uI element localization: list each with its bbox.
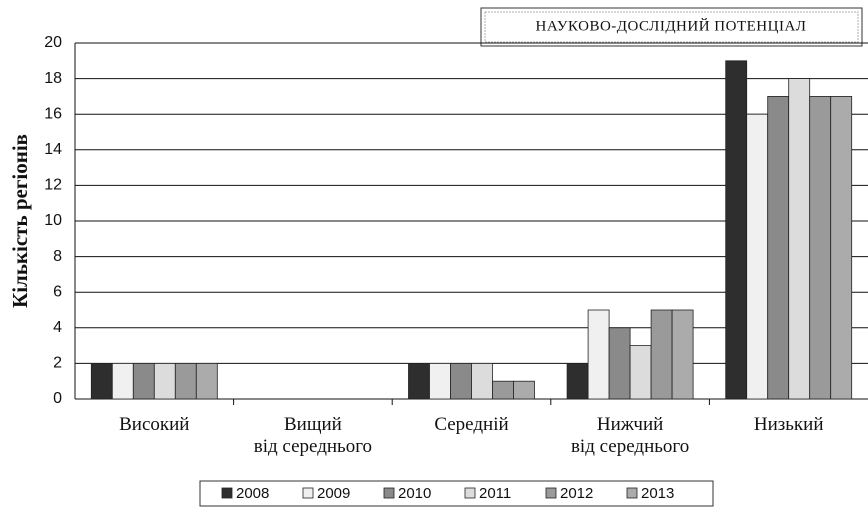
y-axis-label: Кількість регіонів bbox=[8, 134, 32, 308]
legend-label: 2008 bbox=[236, 485, 269, 502]
bar bbox=[629, 345, 652, 400]
chart-title: НАУКОВО-ДОСЛІДНИЙ ПОТЕНЦІАЛ bbox=[536, 17, 807, 34]
y-tick-label: 6 bbox=[53, 283, 62, 300]
y-tick-label: 14 bbox=[44, 141, 62, 158]
bar bbox=[450, 362, 472, 400]
legend-label: 2013 bbox=[641, 485, 674, 502]
bar bbox=[195, 362, 218, 400]
legend-swatch bbox=[626, 487, 638, 499]
y-tick-label: 0 bbox=[53, 390, 62, 407]
y-tick-label: 18 bbox=[44, 70, 62, 87]
bar bbox=[132, 362, 155, 400]
bar bbox=[788, 78, 811, 400]
bar bbox=[725, 60, 748, 400]
x-tick-label: Низький bbox=[754, 414, 824, 435]
legend-swatch bbox=[221, 487, 233, 499]
bar bbox=[746, 113, 769, 400]
legend-swatch bbox=[302, 487, 314, 499]
legend-swatch bbox=[464, 487, 476, 499]
legend-label: 2010 bbox=[398, 485, 431, 502]
x-tick-label: Вищий від середнього bbox=[254, 414, 372, 457]
title-box-inner bbox=[484, 11, 859, 43]
y-tick-label: 2 bbox=[53, 355, 62, 372]
legend-swatch bbox=[383, 487, 395, 499]
legend-swatch bbox=[545, 487, 557, 499]
bar bbox=[492, 380, 514, 400]
bar bbox=[650, 309, 673, 400]
y-tick-label: 10 bbox=[44, 212, 62, 229]
bar bbox=[429, 362, 451, 400]
bar bbox=[809, 96, 832, 400]
bar bbox=[566, 362, 589, 400]
bar bbox=[513, 380, 535, 400]
y-tick-label: 16 bbox=[44, 105, 62, 122]
legend-label: 2011 bbox=[479, 485, 511, 502]
y-tick-label: 12 bbox=[44, 177, 62, 194]
bar bbox=[174, 362, 197, 400]
legend-label: 2012 bbox=[560, 485, 593, 502]
bar bbox=[471, 362, 493, 400]
bar bbox=[608, 327, 631, 400]
x-tick-label: Нижчий від середнього bbox=[571, 414, 689, 457]
bar bbox=[767, 96, 790, 400]
y-tick-label: 4 bbox=[53, 319, 62, 336]
x-tick-label: Середній bbox=[434, 414, 508, 435]
y-tick-label: 20 bbox=[44, 34, 62, 51]
bar bbox=[111, 362, 134, 400]
bar bbox=[671, 309, 694, 400]
bar bbox=[153, 362, 176, 400]
bar bbox=[90, 362, 113, 400]
bar bbox=[830, 96, 853, 400]
y-tick-label: 8 bbox=[53, 248, 62, 265]
legend-label: 2009 bbox=[317, 485, 350, 502]
title-box bbox=[480, 7, 863, 47]
bar bbox=[408, 362, 430, 400]
x-tick-label: Високий bbox=[119, 414, 189, 435]
bar bbox=[587, 309, 610, 400]
